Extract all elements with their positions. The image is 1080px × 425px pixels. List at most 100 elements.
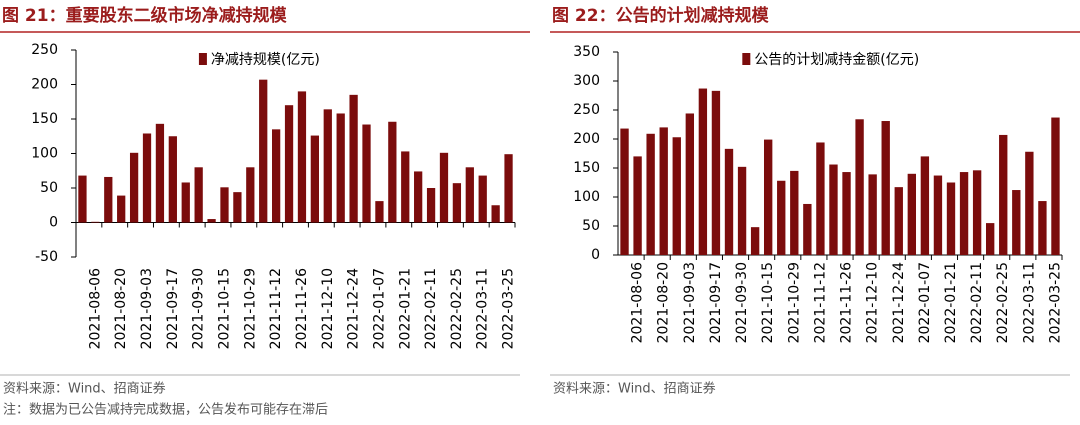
bar (117, 195, 126, 223)
bar (155, 123, 165, 223)
y-tick-label: 150 (31, 111, 58, 127)
bar (855, 119, 864, 255)
bar (439, 152, 449, 223)
chart-title: 图 22：公告的计划减持规模 (552, 5, 770, 26)
bar (672, 137, 681, 255)
y-tick-label: -50 (35, 249, 58, 265)
bar (985, 223, 995, 255)
y-tick-label: 50 (582, 218, 600, 234)
bar (323, 109, 332, 223)
x-tick-label: 2021-12-10 (320, 268, 336, 349)
x-tick-label: 2022-01-07 (917, 262, 933, 343)
bar (478, 175, 487, 223)
y-tick-label: 250 (573, 102, 600, 118)
bar (881, 121, 890, 256)
x-tick-label: 2022-02-25 (449, 268, 465, 349)
x-tick-label: 2022-03-25 (1047, 262, 1063, 343)
x-tick-label: 2021-10-15 (760, 262, 776, 343)
bar (362, 124, 371, 223)
bar (504, 154, 513, 223)
bar (233, 192, 242, 223)
x-tick-label: 2021-09-03 (139, 268, 155, 349)
x-tick-label: 2021-09-30 (191, 268, 207, 349)
x-tick-label: 2022-03-11 (475, 268, 491, 349)
x-tick-label: 2022-01-21 (397, 268, 413, 349)
bar (1012, 190, 1021, 255)
bar (181, 182, 190, 223)
x-tick-label: 2021-11-12 (268, 268, 284, 349)
y-tick-label: 50 (40, 180, 58, 196)
bar (763, 139, 773, 255)
bar (959, 172, 969, 255)
x-tick-label: 2021-08-06 (87, 268, 103, 349)
bar (724, 148, 734, 255)
x-tick-label: 2022-02-25 (995, 262, 1011, 343)
y-tick-label: 200 (573, 131, 600, 147)
x-tick-label: 2021-09-17 (165, 268, 181, 349)
bar (284, 105, 294, 223)
x-tick-label: 2021-12-24 (346, 268, 362, 349)
legend-label: 净减持规模(亿元) (211, 52, 320, 68)
bar (194, 167, 203, 223)
bar (297, 91, 307, 223)
legend-swatch (198, 53, 207, 65)
x-tick-label: 2021-08-20 (656, 262, 672, 343)
legend-label: 公告的计划减持金额(亿元) (754, 52, 919, 68)
y-tick-label: 0 (591, 247, 600, 263)
bar (104, 176, 113, 223)
bar (790, 170, 799, 255)
bar (868, 174, 877, 255)
x-tick-label: 2022-01-07 (371, 268, 387, 349)
x-tick-label: 2021-11-12 (812, 262, 828, 343)
bar (220, 187, 229, 223)
bar (349, 94, 358, 223)
bar (414, 171, 423, 223)
y-tick-label: 0 (49, 215, 58, 231)
bar (1051, 117, 1060, 255)
bar (659, 127, 668, 255)
bar (388, 121, 397, 223)
bar (168, 136, 177, 223)
bar (829, 164, 838, 255)
bar (426, 188, 436, 223)
bar (750, 227, 760, 255)
bar (620, 128, 629, 255)
bar (933, 175, 943, 255)
bar (310, 135, 319, 223)
bar (401, 151, 410, 223)
x-tick-label: 2021-09-17 (708, 262, 724, 343)
bar (777, 180, 786, 255)
y-tick-label: 150 (573, 160, 600, 176)
bar (972, 170, 982, 255)
bar (129, 152, 139, 223)
bar (894, 187, 903, 255)
bar (491, 205, 500, 223)
bar (246, 167, 255, 223)
y-tick-label: 100 (31, 146, 58, 162)
x-tick-label: 2021-10-15 (216, 268, 232, 349)
bar (91, 221, 100, 223)
bar (685, 113, 695, 255)
y-tick-label: 100 (573, 189, 600, 205)
x-tick-label: 2022-03-25 (501, 268, 517, 349)
y-tick-label: 250 (31, 42, 58, 58)
x-tick-label: 2021-10-29 (242, 268, 258, 349)
x-tick-label: 2021-08-20 (113, 268, 129, 349)
bar (698, 88, 708, 255)
note: 注：数据为已公告减持完成数据，公告发布可能存在滞后 (3, 402, 328, 418)
bar (711, 90, 721, 255)
x-tick-label: 2022-03-11 (1021, 262, 1037, 343)
bar (78, 175, 87, 223)
chart-title: 图 21：重要股东二级市场净减持规模 (2, 5, 288, 26)
x-tick-label: 2022-01-21 (943, 262, 959, 343)
x-tick-label: 2021-09-03 (682, 262, 698, 343)
y-tick-label: 200 (31, 77, 58, 93)
bar (737, 166, 747, 255)
source: 资料来源：Wind、招商证券 (3, 381, 166, 397)
bar (142, 133, 152, 223)
bar (999, 134, 1008, 255)
x-tick-label: 2021-11-26 (294, 268, 310, 349)
bar (920, 156, 930, 255)
bar (1038, 201, 1047, 255)
bar (803, 203, 812, 255)
